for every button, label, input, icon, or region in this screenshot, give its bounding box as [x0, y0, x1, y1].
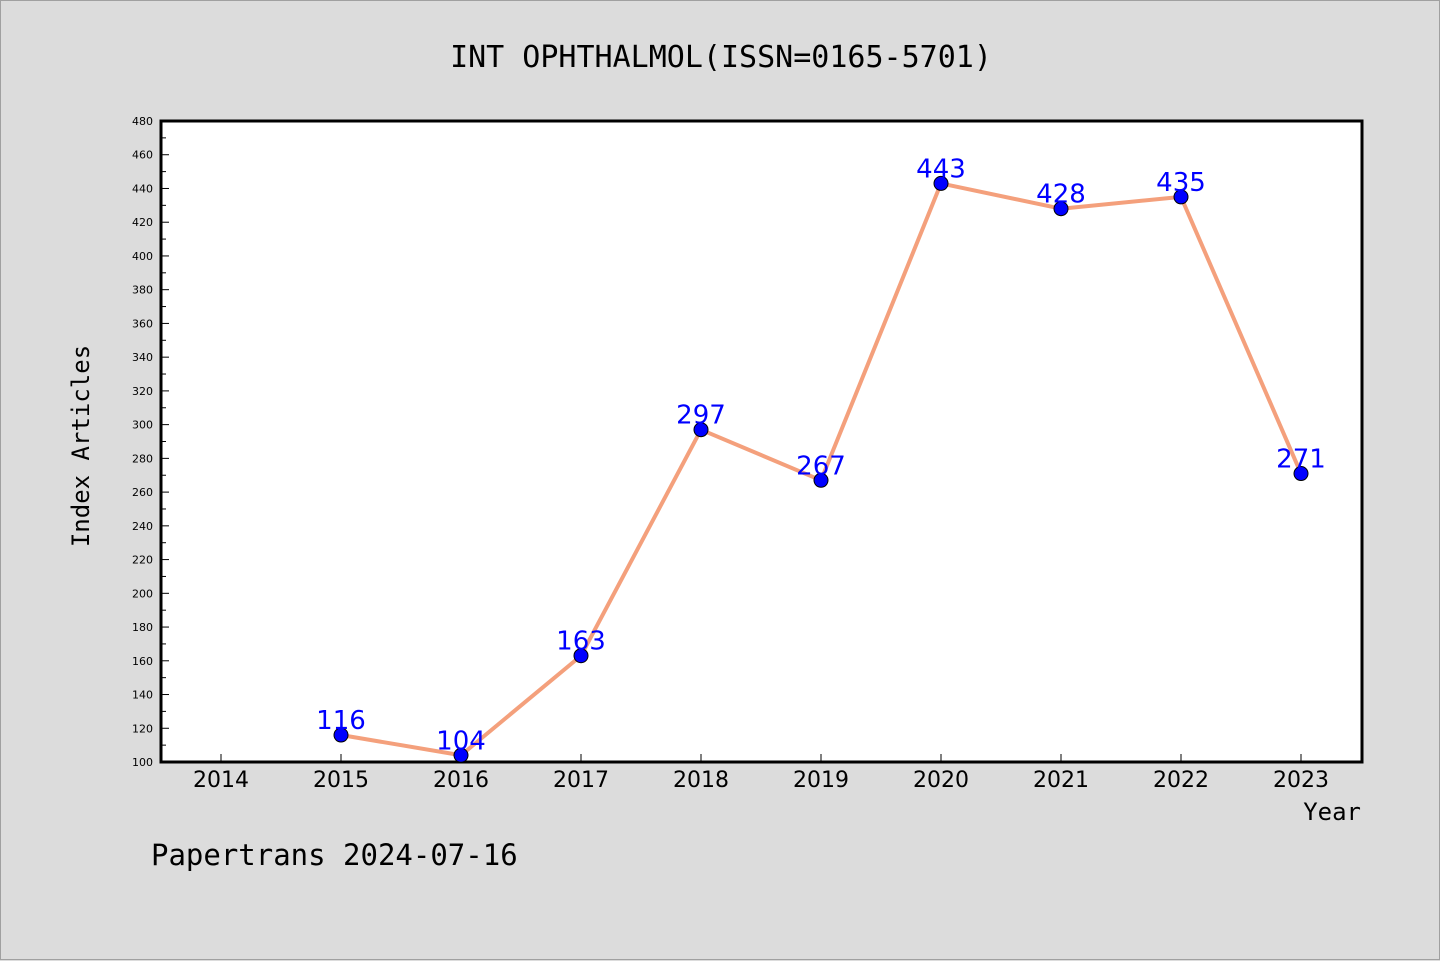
y-tick-label: 440 [132, 182, 153, 195]
y-tick-label: 420 [132, 216, 153, 229]
y-tick-label: 160 [132, 655, 153, 668]
plot-area [159, 119, 1364, 764]
y-tick-label: 320 [132, 385, 153, 398]
data-label: 104 [436, 726, 486, 756]
x-tick-label: 2015 [313, 768, 369, 793]
footer-credit: Papertrans 2024-07-16 [151, 838, 518, 872]
x-axis-label: Year [1303, 798, 1361, 826]
y-tick-label: 220 [132, 554, 153, 567]
data-label: 428 [1036, 180, 1086, 210]
x-tick-label: 2020 [913, 768, 969, 793]
x-tick-label: 2014 [193, 768, 249, 793]
data-point [813, 472, 829, 488]
data-label: 116 [316, 706, 366, 736]
y-tick-label: 380 [132, 284, 153, 297]
y-tick-label: 200 [132, 587, 153, 600]
y-tick-label: 100 [132, 756, 153, 769]
data-point [333, 727, 349, 743]
x-tick-label: 2019 [793, 768, 849, 793]
data-point [573, 648, 589, 664]
x-tick-label: 2022 [1153, 768, 1209, 793]
y-tick-label: 340 [132, 351, 153, 364]
y-tick-label: 260 [132, 486, 153, 499]
data-point [1293, 466, 1309, 482]
data-label: 435 [1156, 168, 1206, 198]
data-point [1053, 201, 1069, 217]
data-label: 297 [676, 401, 726, 431]
data-label: 443 [916, 154, 966, 184]
data-point [933, 175, 949, 191]
x-tick-label: 2018 [673, 768, 729, 793]
x-tick-label: 2016 [433, 768, 489, 793]
data-point [1173, 189, 1189, 205]
y-tick-label: 180 [132, 621, 153, 634]
y-tick-label: 120 [132, 722, 153, 735]
y-tick-label: 460 [132, 149, 153, 162]
x-tick-label: 2017 [553, 768, 609, 793]
y-tick-label: 300 [132, 419, 153, 432]
x-axis: 2014 2015 2016 2017 2018 2019 2020 2021 2022 2023 [193, 754, 1329, 793]
y-tick-label: 280 [132, 452, 153, 465]
data-label: 163 [556, 627, 606, 657]
data-label: 271 [1276, 445, 1326, 475]
y-axis-label: Index Articles [67, 345, 95, 547]
data-point [453, 747, 469, 763]
y-tick-label: 140 [132, 689, 153, 702]
data-point [693, 422, 709, 438]
data-label: 267 [796, 451, 846, 481]
series-layer: 116 104 163 297 267 443 428 435 271 [316, 154, 1326, 763]
x-tick-label: 2023 [1273, 768, 1329, 793]
y-tick-label: 480 [132, 115, 153, 128]
y-tick-label: 240 [132, 520, 153, 533]
x-tick-label: 2021 [1033, 768, 1089, 793]
y-tick-label: 360 [132, 317, 153, 330]
chart-title: INT OPHTHALMOL(ISSN=0165-5701) [450, 40, 992, 75]
y-axis: 100 120 140 160 180 200 220 240 260 280 300 320 340 3… [132, 115, 169, 769]
y-tick-label: 400 [132, 250, 153, 263]
